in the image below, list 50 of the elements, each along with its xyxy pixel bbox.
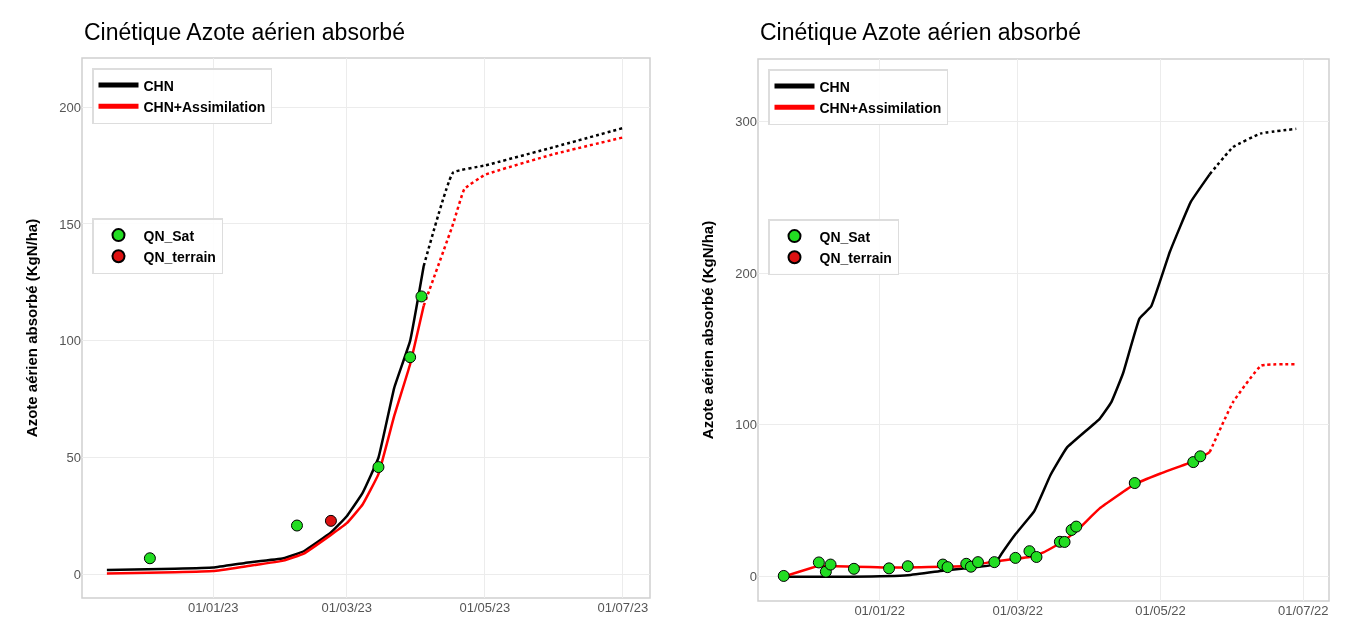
x-tick-label: 01/07/23 [597, 600, 649, 615]
x-tick-label: 01/05/23 [459, 600, 511, 615]
legend-label: CHN [143, 77, 174, 94]
y-axis-title: Azote aérien absorbé (KgN/ha) [22, 218, 40, 438]
y-tick-label: 100 [59, 333, 81, 349]
x-tick-label: 01/01/23 [187, 600, 239, 615]
x-tick-label: 01/03/22 [992, 603, 1044, 618]
point [901, 560, 914, 573]
legend-label: CHN+Assimilation [143, 98, 266, 115]
point [404, 351, 417, 364]
point [941, 561, 954, 574]
x-tick-label: 01/01/22 [854, 603, 905, 618]
legend-label: CHN+Assimilation [819, 99, 942, 116]
point [1070, 520, 1083, 533]
y-tick-label: 0 [73, 567, 81, 583]
point [824, 558, 837, 571]
point [1030, 550, 1043, 563]
y-axis-title: Azote aérien absorbé (KgN/ha) [698, 220, 716, 440]
point [1058, 535, 1071, 548]
chart-title: Cinétique Azote aérien absorbé [760, 19, 1081, 45]
legend-label: QN_Sat [143, 227, 195, 244]
legend-label: CHN [819, 78, 850, 95]
y-tick-label: 200 [735, 265, 757, 281]
x-tick-label: 01/03/23 [321, 600, 373, 615]
point [290, 519, 303, 532]
point [812, 556, 825, 569]
point [324, 514, 337, 527]
point [777, 569, 790, 582]
legend-label: QN_Sat [819, 228, 871, 245]
point [1009, 551, 1022, 564]
legend-label: QN_terrain [143, 248, 216, 265]
y-tick-label: 200 [59, 99, 81, 115]
x-tick-label: 01/07/22 [1277, 603, 1329, 618]
y-tick-label: 300 [735, 113, 757, 129]
point [1128, 477, 1141, 490]
y-tick-label: 150 [59, 216, 81, 232]
point [883, 562, 896, 575]
chart-title: Cinétique Azote aérien absorbé [84, 19, 405, 45]
point [372, 461, 385, 474]
point [988, 556, 1001, 569]
point [1194, 450, 1207, 463]
y-tick-label: 100 [735, 417, 757, 433]
point [847, 562, 860, 575]
x-tick-label: 01/05/22 [1135, 603, 1186, 618]
y-tick-label: 50 [66, 450, 81, 466]
point [415, 290, 428, 303]
legend-label: QN_terrain [819, 249, 892, 266]
y-tick-label: 0 [749, 569, 757, 585]
point [971, 556, 984, 569]
point [143, 552, 156, 565]
